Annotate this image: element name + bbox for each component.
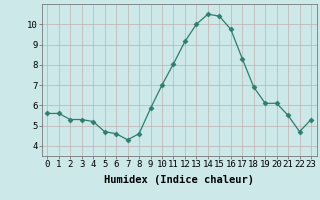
X-axis label: Humidex (Indice chaleur): Humidex (Indice chaleur) (104, 175, 254, 185)
